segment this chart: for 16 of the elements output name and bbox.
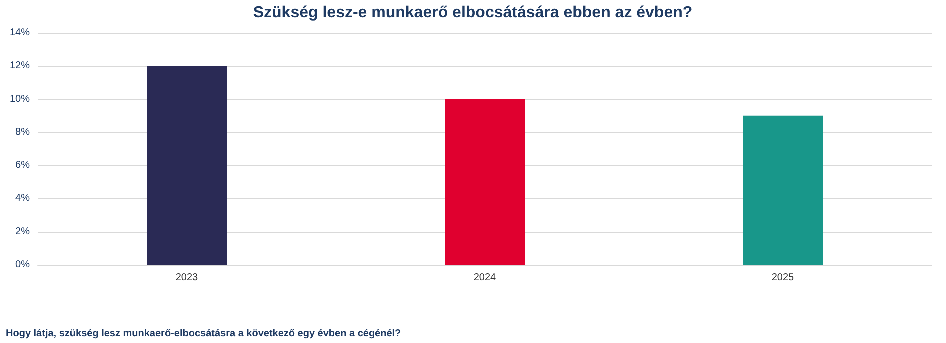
chart-title: Szükség lesz-e munkaerő elbocsátására ebben az évben? — [253, 4, 693, 22]
bar — [147, 66, 227, 265]
y-tick-label: 4% — [16, 193, 30, 204]
x-tick-label: 2025 — [772, 272, 795, 284]
y-tick-label: 0% — [16, 260, 30, 270]
x-tick-label: 2023 — [176, 272, 199, 284]
y-tick-label: 8% — [16, 126, 30, 138]
bar — [743, 116, 823, 265]
y-tick-label: 2% — [16, 226, 30, 238]
bar — [445, 99, 525, 265]
x-tick-label: 2024 — [474, 272, 497, 284]
y-tick-label: 14% — [10, 28, 30, 38]
text: Hogy látja, szükség lesz munkaerő-elbocsátásra a következő egy évben a cégénél? — [6, 328, 402, 340]
y-tick-label: 6% — [16, 160, 30, 172]
y-tick-label: 12% — [10, 60, 30, 72]
y-tick-label: 10% — [10, 94, 30, 105]
